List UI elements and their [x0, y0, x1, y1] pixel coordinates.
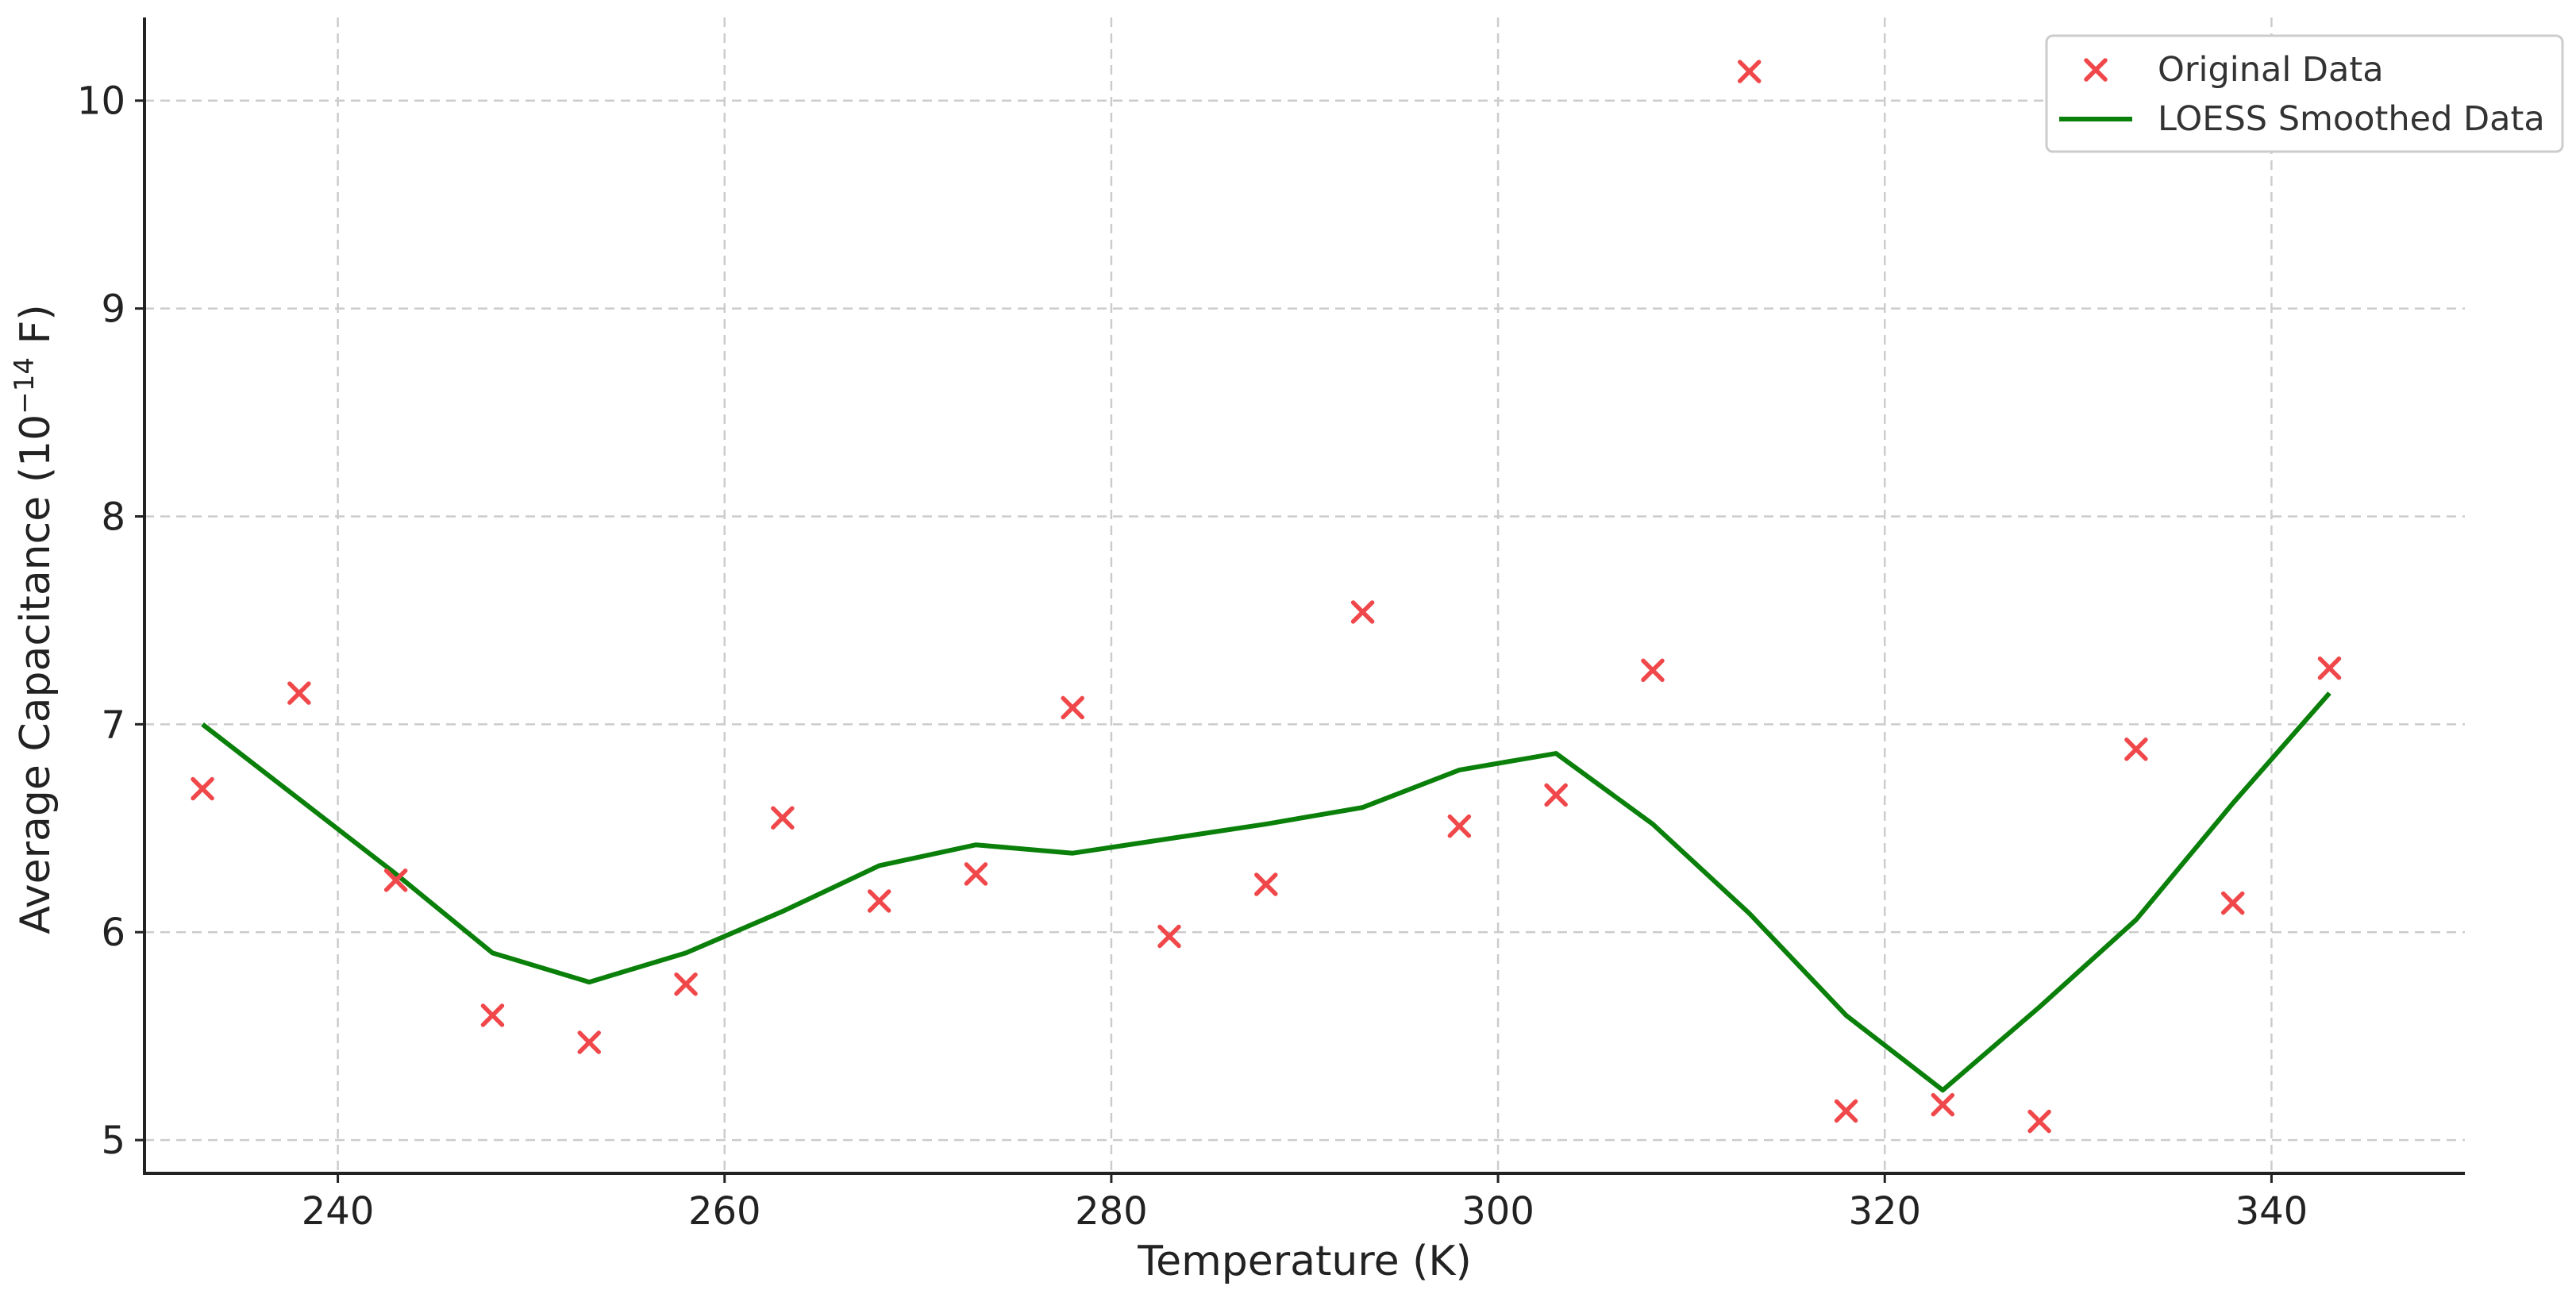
x-tick-label: 280: [1075, 1189, 1148, 1234]
data-point-x-marker: [480, 1003, 505, 1027]
x-tick-label: 240: [302, 1189, 375, 1234]
data-point-x-marker: [383, 868, 408, 892]
y-tick-label: 8: [101, 495, 125, 539]
data-point-x-marker: [2124, 738, 2148, 761]
data-point-x-marker: [771, 806, 795, 830]
legend: Original Data LOESS Smoothed Data: [2045, 34, 2564, 153]
y-tick-label: 9: [101, 287, 125, 332]
data-point-x-marker: [867, 889, 891, 913]
y-tick-label: 6: [101, 911, 125, 955]
data-point-x-marker: [1254, 872, 1278, 896]
y-axis-label-exponent: −14: [9, 357, 40, 414]
y-tick-label: 5: [101, 1119, 125, 1163]
vertical-grid-lines: [337, 17, 2273, 1173]
x-tick-label: 340: [2235, 1189, 2308, 1234]
data-point-x-marker: [2027, 1109, 2051, 1134]
data-point-x-marker: [1157, 924, 1181, 949]
legend-marker-x-icon: [2084, 58, 2108, 82]
x-axis-ticks: 240 260 280 300 320 340: [302, 1173, 2308, 1234]
loess-smoothed-line: [201, 691, 2331, 1093]
legend-label-original-data: Original Data: [2158, 50, 2384, 90]
x-axis-label: Temperature (K): [1137, 1238, 1472, 1285]
horizontal-grid-lines: [144, 99, 2465, 1142]
data-point-x-marker: [2220, 891, 2245, 915]
data-point-x-marker: [1737, 60, 1762, 83]
y-tick-label: 10: [77, 79, 125, 124]
x-tick-label: 260: [688, 1189, 761, 1234]
data-point-x-marker: [1447, 814, 1472, 838]
data-point-x-marker: [1931, 1092, 1955, 1117]
data-point-x-marker: [577, 1030, 601, 1054]
series-layer: [191, 60, 2342, 1134]
data-point-x-marker: [964, 862, 988, 886]
legend-label-loess-smoothed: LOESS Smoothed Data: [2158, 99, 2545, 139]
data-point-x-marker: [287, 681, 311, 705]
data-point-x-marker: [674, 972, 698, 996]
legend-box: [2045, 34, 2564, 153]
data-point-x-marker: [1544, 783, 1568, 807]
data-point-x-marker: [1350, 600, 1375, 624]
data-point-x-marker: [1061, 695, 1084, 720]
data-point-x-marker: [2317, 656, 2342, 680]
y-axis-ticks: 5 6 7 8 9 10: [77, 79, 144, 1163]
data-point-x-marker: [1641, 658, 1665, 683]
data-point-x-marker: [191, 776, 214, 801]
y-axis-label-main: Average Capacitance (10: [12, 414, 60, 934]
data-point-x-marker: [1834, 1099, 1858, 1123]
y-axis-label: Average Capacitance (10−14 F): [9, 304, 60, 934]
y-tick-label: 7: [101, 703, 125, 747]
y-axis-label-unit: F): [12, 304, 60, 357]
x-tick-label: 300: [1461, 1189, 1534, 1234]
x-tick-label: 320: [1848, 1189, 1921, 1234]
